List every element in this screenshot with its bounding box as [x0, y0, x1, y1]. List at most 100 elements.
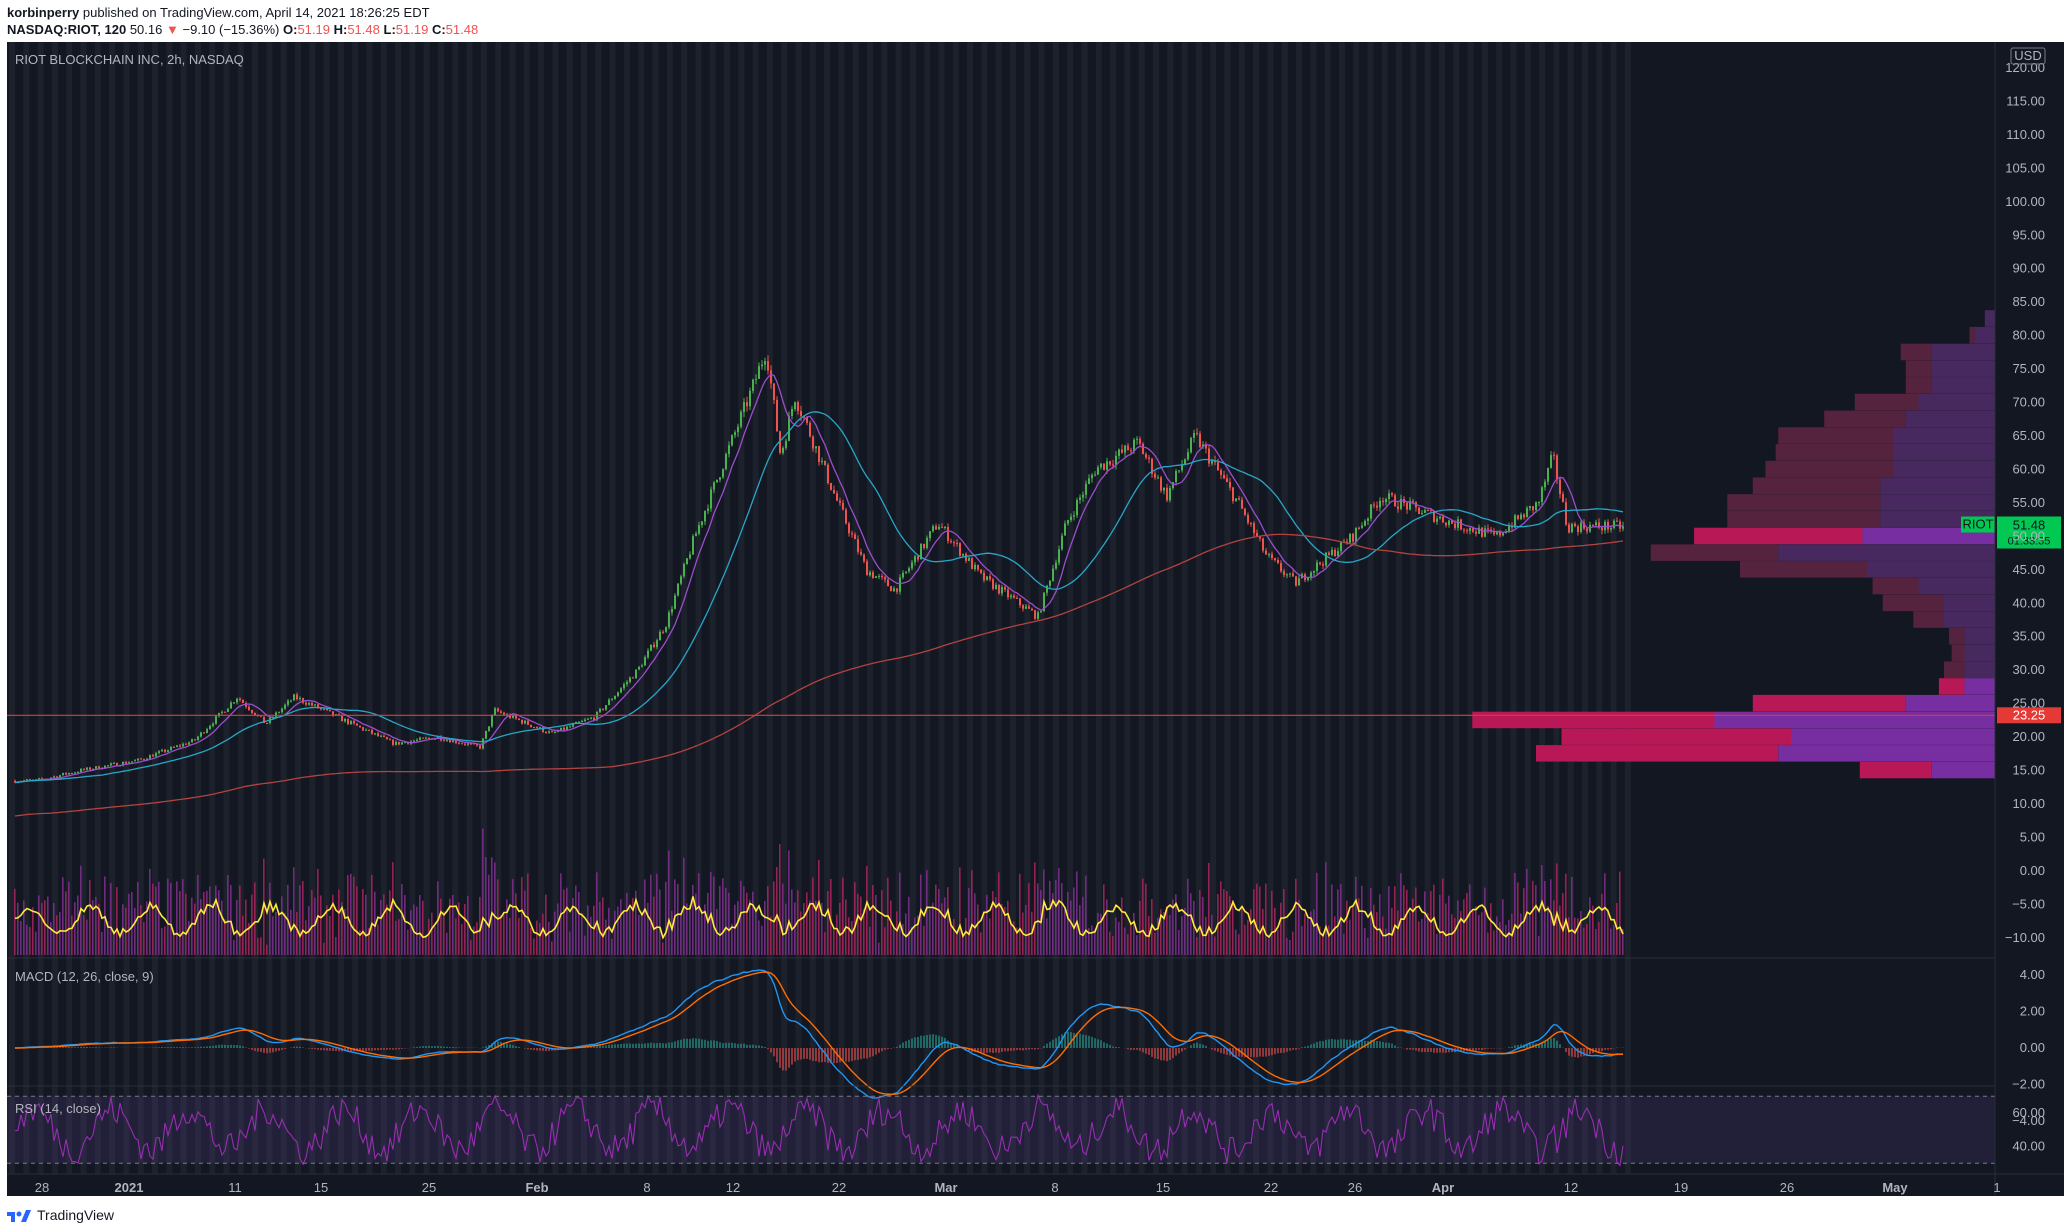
volume-bar — [1109, 931, 1111, 955]
volume-bar — [1106, 899, 1108, 955]
volume-bar — [89, 880, 91, 955]
session-stripe — [1496, 42, 1503, 1174]
macd-histogram-bar — [272, 1048, 274, 1053]
volume-bar — [332, 894, 334, 955]
candle-body — [590, 717, 592, 719]
macd-histogram-bar — [1610, 1048, 1612, 1050]
macd-histogram-bar — [821, 1048, 823, 1063]
candle-body — [50, 777, 52, 779]
candle-body — [644, 657, 646, 666]
volume-bar — [929, 909, 931, 955]
chart-container[interactable]: RIOT 51.48 01:33:35 23.25 15.00 20.00 25.00 30… — [7, 42, 2064, 1196]
macd-histogram-bar — [374, 1048, 376, 1051]
candle-body — [341, 715, 343, 722]
candle-body — [83, 768, 85, 770]
profile-bar-down — [1650, 544, 1779, 561]
volume-bar — [647, 902, 649, 955]
macd-histogram-bar — [545, 1048, 547, 1052]
session-stripe — [1253, 42, 1260, 1174]
volume-bar — [365, 894, 367, 955]
candle-body — [1595, 522, 1597, 526]
volume-bar — [527, 873, 529, 955]
macd-histogram-bar — [836, 1048, 838, 1063]
volume-bar — [458, 902, 460, 955]
candle-body — [197, 736, 199, 740]
candle-body — [218, 712, 220, 717]
candle-body — [1184, 459, 1186, 465]
candle-body — [413, 740, 415, 742]
volume-bar — [1286, 938, 1288, 955]
volume-bar — [758, 920, 760, 955]
macd-histogram-bar — [773, 1048, 775, 1057]
volume-bar — [713, 876, 715, 955]
macd-histogram-bar — [1328, 1039, 1330, 1048]
candle-body — [329, 710, 331, 712]
candle-body — [1169, 488, 1171, 501]
session-stripe — [895, 42, 902, 1174]
macd-histogram-bar — [431, 1046, 433, 1048]
macd-histogram-bar — [1445, 1048, 1447, 1053]
candle-body — [1529, 506, 1531, 508]
macd-histogram-bar — [779, 1048, 781, 1068]
volume-bar — [1223, 889, 1225, 955]
macd-histogram-bar — [1088, 1035, 1090, 1048]
candle-body — [1175, 471, 1177, 483]
volume-bar — [488, 874, 490, 955]
volume-bar — [941, 903, 943, 955]
candle-body — [1463, 529, 1465, 531]
volume-bar — [1496, 916, 1498, 955]
candle-body — [1370, 504, 1372, 519]
volume-bar — [449, 898, 451, 955]
volume-bar — [809, 900, 811, 955]
macd-axis-label: −4.00 — [2012, 1113, 2045, 1128]
candle-body — [1499, 531, 1501, 536]
volume-bar — [899, 872, 901, 955]
candle-body — [1214, 460, 1216, 463]
candle-body — [233, 702, 235, 704]
profile-bar-up — [1893, 427, 1995, 444]
macd-histogram-bar — [1172, 1048, 1174, 1059]
volume-bar — [437, 881, 439, 955]
macd-histogram-bar — [503, 1042, 505, 1048]
profile-bar-down — [1969, 326, 1975, 344]
profile-bar-down — [1944, 661, 1965, 678]
session-stripe — [1281, 42, 1288, 1174]
macd-histogram-bar — [1223, 1048, 1225, 1054]
session-stripe — [80, 42, 87, 1174]
volume-bar — [989, 918, 991, 955]
macd-histogram-bar — [1289, 1048, 1291, 1051]
session-stripe — [738, 42, 745, 1174]
session-stripe — [1067, 42, 1074, 1174]
candle-body — [1433, 510, 1435, 522]
candle-body — [401, 742, 403, 745]
volume-bar — [1232, 900, 1234, 955]
candle-body — [752, 379, 754, 391]
volume-bar — [1352, 905, 1354, 955]
macd-histogram-bar — [518, 1047, 520, 1048]
candle-body — [1094, 474, 1096, 476]
volume-bar — [98, 903, 100, 955]
volume-bar — [389, 890, 391, 955]
volume-bar — [416, 906, 418, 955]
volume-bar — [1391, 907, 1393, 955]
candle-body — [530, 724, 532, 727]
macd-histogram-bar — [1052, 1039, 1054, 1048]
author-name[interactable]: korbinperry — [7, 5, 80, 20]
candle-body — [494, 708, 496, 716]
candle-body — [560, 727, 562, 731]
candle-body — [1166, 487, 1168, 501]
volume-bar — [257, 937, 259, 955]
tradingview-logo[interactable]: TradingView — [7, 1207, 114, 1223]
macd-histogram-bar — [1439, 1048, 1441, 1053]
volume-bar — [1574, 917, 1576, 955]
volume-bar — [911, 927, 913, 955]
macd-histogram-bar — [1373, 1040, 1375, 1048]
candle-body — [470, 743, 472, 745]
session-stripe — [166, 42, 173, 1174]
macd-histogram-bar — [1193, 1043, 1195, 1048]
candle-body — [1223, 474, 1225, 479]
volume-bar — [614, 910, 616, 955]
candle-body — [611, 699, 613, 701]
candle-body — [659, 631, 661, 641]
